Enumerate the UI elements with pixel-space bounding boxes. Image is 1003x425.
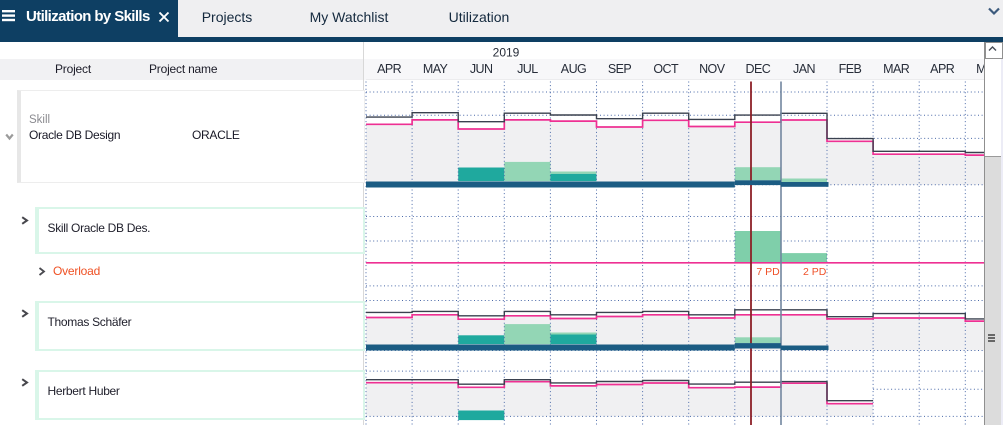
svg-text:2 PD: 2 PD bbox=[803, 266, 827, 278]
svg-text:7 PD: 7 PD bbox=[756, 266, 780, 278]
svg-text:MAY: MAY bbox=[976, 62, 984, 76]
svg-text:AUG: AUG bbox=[561, 62, 586, 76]
svg-text:APR: APR bbox=[930, 62, 955, 76]
svg-text:MAR: MAR bbox=[883, 62, 910, 76]
svg-text:JUN: JUN bbox=[470, 62, 493, 76]
svg-text:OCT: OCT bbox=[653, 62, 679, 76]
svg-text:JUL: JUL bbox=[517, 62, 538, 76]
svg-text:JAN: JAN bbox=[793, 62, 815, 76]
svg-text:SEP: SEP bbox=[608, 62, 632, 76]
svg-text:MAY: MAY bbox=[423, 62, 449, 76]
svg-text:APR: APR bbox=[377, 62, 402, 76]
svg-text:DEC: DEC bbox=[746, 62, 771, 76]
svg-text:NOV: NOV bbox=[699, 62, 726, 76]
svg-text:2019: 2019 bbox=[493, 45, 520, 59]
svg-text:FEB: FEB bbox=[839, 62, 862, 76]
